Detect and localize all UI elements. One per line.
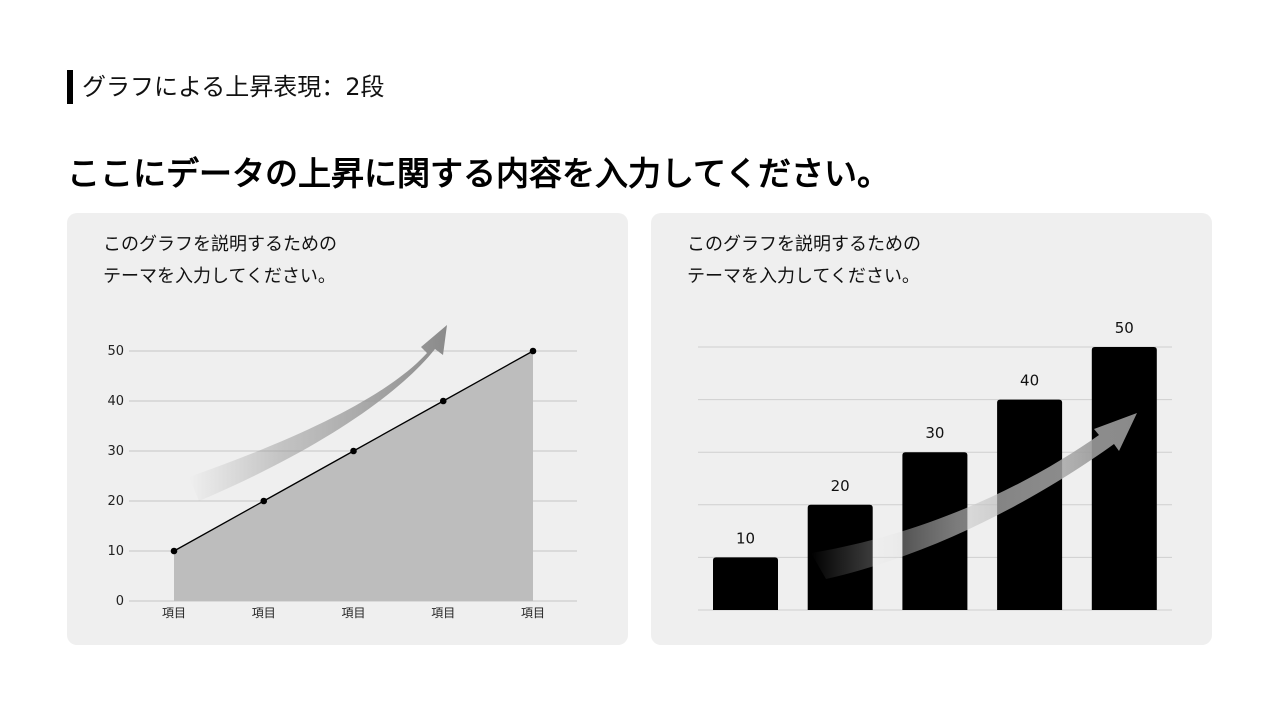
y-tick-label: 50 [107, 344, 124, 359]
section-title: グラフによる上昇表現：2段 [82, 73, 385, 101]
bar [997, 399, 1063, 610]
chart-description-line-2: テーマを入力してください。 [687, 266, 920, 287]
trend-arrow-icon [811, 413, 1137, 579]
y-tick-label: 40 [107, 394, 124, 409]
chart-card-bar: このグラフを説明するための テーマを入力してください。 10 20 30 40 50 [651, 213, 1212, 645]
bar-chart: 10 20 30 40 50 [698, 319, 1172, 611]
data-point [529, 347, 537, 355]
area-fill [174, 351, 533, 601]
chart-description-line-1: このグラフを説明するための [687, 234, 921, 255]
y-tick-label: 20 [107, 494, 124, 509]
area-chart: 0 10 20 30 40 50 項目 項目 項目 項目 項目 [107, 325, 577, 620]
data-point [260, 497, 268, 505]
chart-description: このグラフを説明するための テーマを入力してください。 [103, 229, 337, 293]
data-label: 20 [831, 477, 850, 495]
data-point [439, 397, 447, 405]
bar [713, 557, 778, 610]
title-accent-bar [67, 70, 73, 104]
chart-card-area: このグラフを説明するための テーマを入力してください。 0 10 20 30 40 50 … [67, 213, 628, 645]
x-tick-label: 項目 [521, 606, 545, 620]
x-tick-label: 項目 [341, 606, 365, 620]
chart-description: このグラフを説明するための テーマを入力してください。 [687, 229, 921, 293]
y-tick-label: 10 [107, 544, 124, 559]
bar [1091, 347, 1157, 610]
data-label: 10 [736, 529, 755, 547]
trend-arrow-icon [189, 325, 447, 501]
x-tick-label: 項目 [162, 606, 186, 620]
data-label: 30 [925, 424, 944, 442]
data-point [170, 547, 178, 555]
x-tick-label: 項目 [431, 606, 455, 620]
chart-description-line-1: このグラフを説明するための [103, 234, 337, 255]
data-point [350, 447, 357, 455]
x-tick-label: 項目 [252, 606, 276, 620]
data-label: 40 [1020, 372, 1039, 390]
y-tick-label: 30 [107, 444, 124, 459]
chart-description-line-2: テーマを入力してください。 [103, 266, 336, 287]
data-label: 50 [1115, 319, 1134, 337]
y-tick-label: 0 [116, 594, 124, 609]
page-headline: ここにデータの上昇に関する内容を入力してください。 [67, 154, 891, 193]
